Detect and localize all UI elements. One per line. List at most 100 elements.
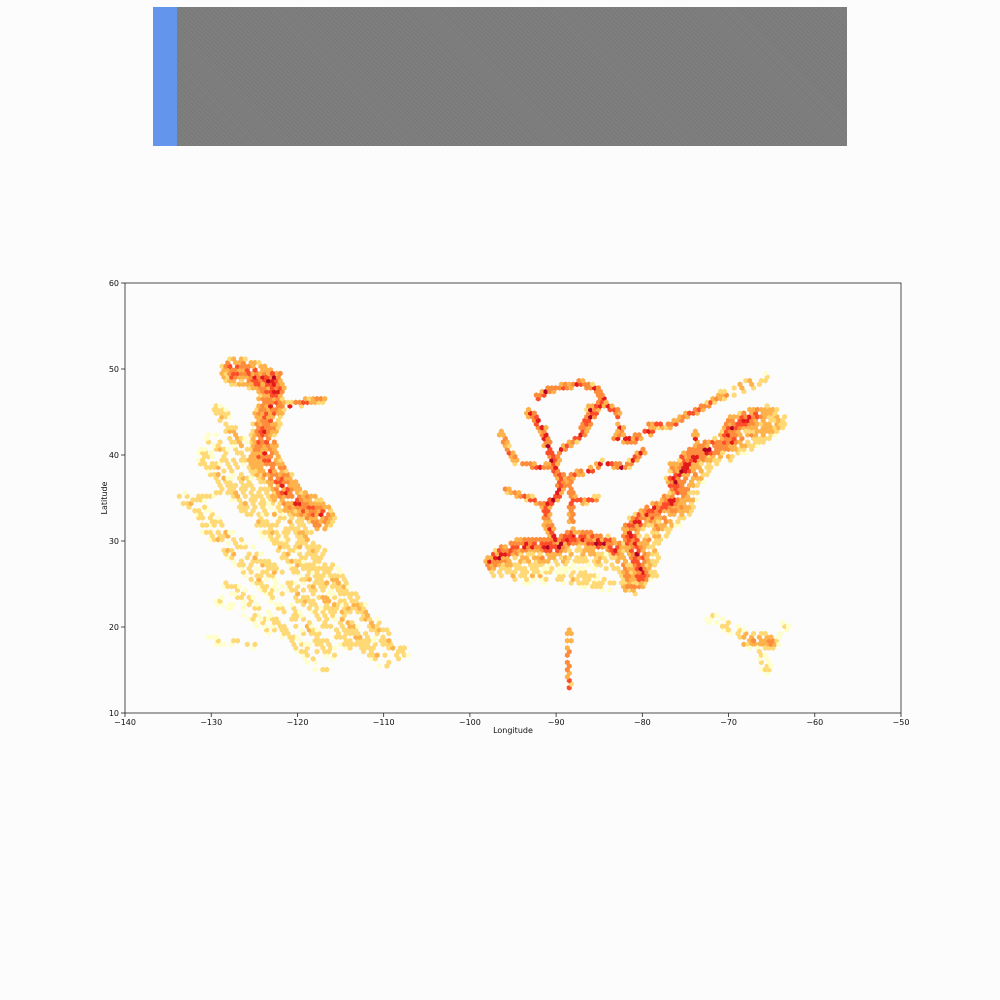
hexbin-cell	[242, 435, 248, 442]
hexbin-cell	[650, 500, 656, 507]
hexbin-cell	[741, 410, 747, 417]
hexbin-cell	[269, 522, 275, 529]
hexbin-cell	[623, 522, 628, 529]
hexbin-cell	[182, 489, 188, 496]
hexbin-cell	[343, 601, 349, 608]
hexbin-cell	[202, 446, 208, 453]
hexbin-cell	[217, 439, 223, 445]
hexbin-cell	[258, 616, 264, 622]
hexbin-cell	[244, 641, 250, 648]
hexbin-cell	[304, 551, 310, 557]
hexbin-cell	[690, 489, 696, 496]
hexbin-cell	[731, 392, 737, 398]
hexbin-cell	[227, 356, 233, 362]
hexbin-cell	[248, 576, 254, 583]
hexbin-cell	[529, 493, 535, 500]
hexbin-cell	[223, 406, 229, 413]
hexbin-cell	[204, 522, 209, 529]
hexbin-cell	[743, 428, 749, 435]
hexbin-cell	[687, 497, 693, 503]
hexbin-cell	[593, 533, 599, 539]
hexbin-cell	[745, 439, 751, 445]
hexbin-cell	[238, 356, 244, 362]
hexbin-cell	[275, 504, 281, 510]
hexbin-cell	[743, 377, 749, 384]
hexbin-cell	[718, 388, 724, 395]
hexbin-cell	[570, 381, 576, 388]
hexbin-cell	[227, 601, 233, 608]
hexbin-cell	[751, 637, 757, 644]
hexbin-cell	[576, 529, 582, 536]
hexbin-cell	[244, 446, 250, 453]
hexbin-cell	[529, 536, 535, 543]
hexbin-cell	[520, 460, 526, 467]
hexbin-cell	[702, 439, 708, 445]
hexbin-cell	[221, 475, 227, 482]
hexbin-cell	[506, 558, 512, 565]
hexbin-cell	[246, 457, 252, 464]
hexbin-cell	[219, 536, 225, 543]
hexbin-cell	[512, 569, 518, 575]
hexbin-cell	[762, 645, 768, 651]
hexbin-cell	[537, 551, 543, 557]
hexbin-cell	[526, 406, 531, 413]
hexbin-cell	[258, 529, 264, 536]
hexbin-cell	[363, 630, 369, 637]
hexbin-cell	[380, 627, 386, 633]
hexbin-cell	[778, 630, 784, 637]
x-tick-label: −80	[634, 718, 651, 727]
hexbin-cell	[652, 518, 658, 525]
hexbin-cell	[308, 529, 314, 536]
x-axis-label: Longitude	[493, 726, 533, 735]
hexbin-cell	[320, 637, 326, 644]
hexbin-cell	[306, 641, 312, 648]
hexbin-cell	[332, 601, 337, 608]
hexbin-cell	[572, 529, 578, 536]
hexbin-cell	[225, 446, 231, 453]
hexbin-cell	[725, 453, 731, 460]
hexbin-cell	[273, 601, 279, 608]
hexbin-cell	[704, 616, 710, 622]
hexbin-cell	[669, 507, 675, 514]
hexbin-cell	[737, 432, 743, 438]
hexbin-cell	[376, 663, 382, 669]
hexbin-cell	[531, 410, 537, 417]
hexbin-cell	[559, 533, 564, 539]
hexbin-cell	[312, 493, 318, 500]
hexbin-cell	[279, 381, 285, 388]
hexbin-cell	[250, 421, 256, 427]
hexbin-cell	[205, 634, 211, 640]
y-axis-ticks: 10 20 30 40 50 60	[109, 279, 125, 718]
hexbin-cell	[273, 370, 279, 377]
hexbin-cell	[318, 605, 324, 612]
hexbin-cell	[568, 478, 574, 485]
hexbin-cell	[277, 515, 283, 521]
hexbin-cell	[553, 385, 559, 391]
hexbin-cell	[619, 580, 625, 586]
hexbin-cell	[615, 428, 621, 435]
hexbin-cell	[277, 370, 283, 377]
hexbin-cell	[215, 515, 221, 521]
hexbin-cell	[314, 395, 320, 402]
hexbin-cell	[543, 424, 549, 431]
hexbin-cell	[526, 551, 531, 557]
hexbin-cell	[626, 515, 632, 521]
hexbin-cell	[233, 482, 239, 489]
hexbin-cell	[599, 551, 605, 557]
hexbin-cell	[683, 497, 689, 503]
hexbin-cell	[242, 587, 248, 594]
hexbin-cell	[248, 562, 254, 568]
hexbin-cell	[667, 518, 673, 525]
hexbin-cell	[256, 359, 262, 366]
hexbin-cell	[566, 627, 572, 633]
hexbin-cell	[293, 399, 299, 406]
hexbin-cell	[262, 363, 268, 370]
hexbin-cell	[667, 475, 673, 482]
hexbin-cell	[248, 475, 254, 482]
hexbin-cell	[310, 395, 316, 402]
hexbin-cell	[657, 515, 663, 521]
hexbin-cell	[510, 450, 516, 456]
hexbin-cell	[213, 598, 219, 604]
hexbin-cell	[221, 468, 227, 474]
hexbin-cell	[621, 432, 627, 438]
